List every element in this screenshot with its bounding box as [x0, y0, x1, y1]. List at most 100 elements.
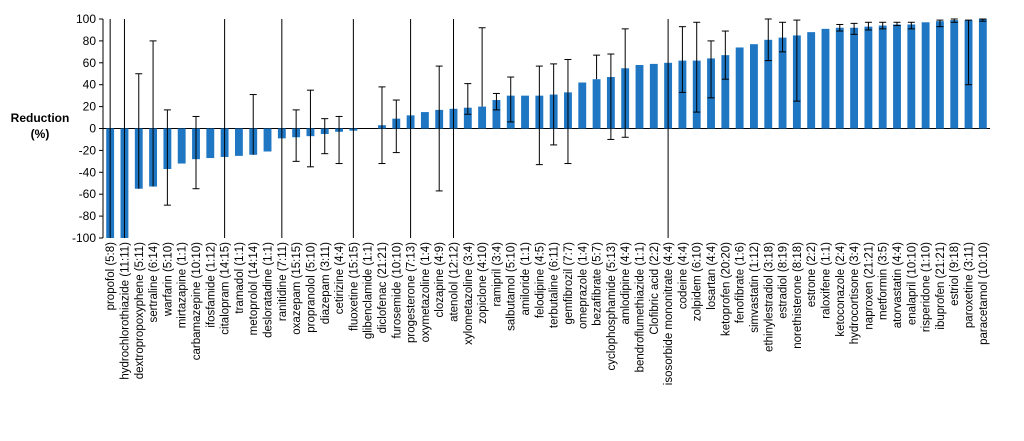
bar — [678, 60, 687, 129]
bar — [578, 82, 587, 129]
x-tick-label: oxymetazoline (1:4) — [420, 242, 432, 343]
x-tick-label: isosorbide mononitrate (4:4) — [663, 242, 675, 385]
x-tick-label: diclofenac (21:21) — [377, 242, 389, 334]
y-axis: 100 80 60 40 20 0 -20 -40 -60 -80 -100 — [72, 12, 990, 245]
x-tick-label: carbamazepine (10:10) — [191, 242, 203, 360]
x-tick-label: cyclophosphamide (5:13) — [606, 242, 618, 371]
x-tick-label: atenolol (12:12) — [449, 242, 461, 322]
bar — [592, 79, 601, 129]
y-tick-label: 40 — [83, 78, 97, 92]
bar — [263, 128, 272, 152]
y-tick-label: 80 — [83, 34, 97, 48]
x-tick-label: mirtazapine (1:1) — [177, 242, 189, 328]
y-tick-label: -80 — [79, 209, 97, 223]
x-tick-label: salbutamol (5:10) — [506, 242, 518, 331]
x-tick-label: raloxifene (1:1) — [820, 242, 832, 319]
bar — [835, 27, 844, 129]
bar — [850, 27, 859, 129]
x-tick-label: paracetamol (10:10) — [978, 242, 990, 345]
y-tick-label: 100 — [76, 12, 96, 26]
x-tick-label: furosemide (10:10) — [391, 242, 403, 339]
x-tick-label: hydrochlorothiazide (11:11) — [119, 242, 131, 380]
y-axis-unit: (%) — [31, 127, 50, 141]
x-tick-label: ketoprofen (20:20) — [720, 242, 732, 336]
bar — [463, 107, 472, 129]
x-tick-label: estriol (9:18) — [949, 242, 961, 306]
y-tick-label: -20 — [79, 143, 97, 157]
x-tick-label: losartan (4:4) — [706, 242, 718, 310]
bar — [878, 25, 887, 129]
bar — [864, 26, 873, 129]
x-tick-label: ifosfamide (1:12) — [205, 242, 217, 328]
x-tick-label: enalapril (10:10) — [906, 242, 918, 325]
bar — [978, 19, 987, 129]
x-tick-label: ranitidine (7:11) — [277, 242, 289, 321]
x-tick-label: fluoxetine (15:15) — [348, 242, 360, 331]
x-tick-label: bezafibrate (5:7) — [592, 242, 604, 326]
bar — [492, 100, 501, 129]
x-tick-label: clozapine (4:9) — [434, 242, 446, 318]
x-tick-label: bendroflumethiazide (1:1) — [634, 242, 646, 373]
bar — [921, 22, 930, 129]
error-bars — [109, 18, 987, 238]
x-tick-label: codeine (4:4) — [677, 242, 689, 309]
bar — [950, 20, 959, 129]
bar — [420, 112, 429, 129]
bar — [721, 55, 730, 129]
y-tick-label: -100 — [72, 231, 96, 245]
x-tick-label: atorvastatin (4:4) — [892, 242, 904, 328]
x-tick-label: oxazepam (15:15) — [291, 242, 303, 335]
x-tick-label: progesterone (7:13) — [406, 242, 418, 343]
x-tick-label: metoprolol (14:14) — [248, 242, 260, 335]
x-tick-label: ethinylestradiol (3:18) — [763, 242, 775, 352]
bar — [893, 24, 901, 129]
x-tick-label: amiloride (1:1) — [520, 242, 532, 316]
x-tick-label: paroxetine (3:11) — [964, 242, 976, 328]
y-tick-label: 0 — [89, 122, 96, 136]
x-tick-label: citalopram (14:15) — [220, 242, 232, 335]
bar — [778, 37, 787, 129]
y-tick-label: -60 — [79, 187, 97, 201]
bar — [478, 106, 487, 129]
x-tick-label: estradiol (8:19) — [778, 242, 790, 319]
bar — [177, 128, 186, 164]
bar — [735, 47, 744, 129]
x-tick-label: terbutaline (6:11) — [549, 242, 561, 328]
x-tick-label: naproxen (21:21) — [863, 242, 875, 330]
x-tick-label: felodipine (4:5) — [534, 242, 546, 318]
bar — [807, 32, 816, 129]
x-tick-label: ramipril (3:4) — [491, 242, 503, 307]
x-tick-label: metformin (3:5) — [878, 242, 890, 320]
x-tick-label: ibuprofen (21:21) — [935, 242, 947, 330]
x-tick-label: propranolol (5:10) — [305, 242, 317, 333]
y-tick-label: 20 — [83, 100, 97, 114]
x-tick-label: risperidone (1:10) — [921, 242, 933, 332]
x-tick-label: simvastatin (1:12) — [749, 242, 761, 333]
bar — [764, 39, 773, 129]
x-tick-label: amlodipine (4:4) — [620, 242, 632, 325]
bar — [521, 95, 529, 129]
x-tick-label: norethisterone (8:18) — [792, 242, 804, 349]
x-tick-label: propofol (5:8) — [105, 242, 117, 311]
bar — [935, 21, 944, 129]
bar — [635, 64, 644, 129]
bar — [206, 128, 215, 159]
x-tick-label: hydrocortisone (3:4) — [849, 242, 861, 344]
x-tick-label: gemfibrozil (7:7) — [563, 242, 575, 325]
x-tick-label: tramadol (1:1) — [234, 242, 246, 314]
x-tick-label: omeprazole (1:4) — [577, 242, 589, 329]
x-tick-label: xylometazoline (3:4) — [463, 242, 475, 345]
x-tick-label: desloratadine (1:1) — [263, 242, 275, 338]
bar — [234, 128, 243, 156]
x-tick-label: glibenclamide (1:1) — [363, 242, 375, 339]
x-axis-labels: propofol (5:8) hydrochlorothiazide (11:11… — [105, 242, 990, 385]
bar — [750, 44, 758, 129]
x-tick-label: fenofibrate (1:6) — [735, 242, 747, 323]
x-tick-label: warfarin (5:10) — [162, 242, 174, 317]
y-tick-label: -40 — [79, 165, 97, 179]
bar — [649, 63, 658, 129]
x-tick-label: zopiclone (4:10) — [477, 242, 489, 324]
x-tick-label: ketoconazole (2:4) — [835, 242, 847, 337]
y-tick-label: 60 — [83, 56, 97, 70]
